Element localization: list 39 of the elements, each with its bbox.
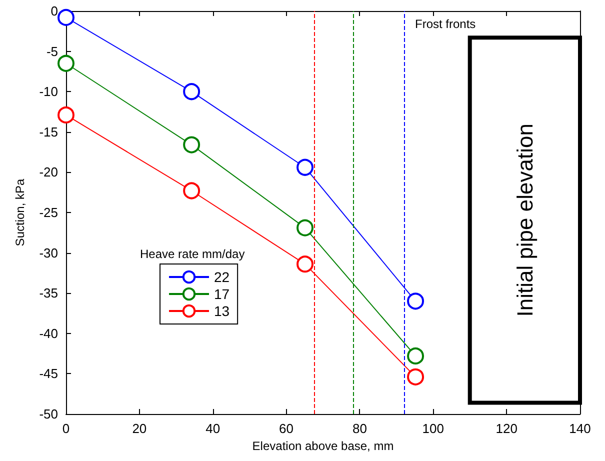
point xyxy=(296,158,314,176)
y-tick-label: -35 xyxy=(39,286,58,301)
legend-title: Heave rate mm/day xyxy=(140,247,245,261)
x-tick-label: 0 xyxy=(62,421,70,436)
y-tick-label: -50 xyxy=(39,406,58,422)
point xyxy=(407,347,424,364)
x-tick-label: 40 xyxy=(206,421,220,436)
y-tick-label: -15 xyxy=(39,124,58,140)
point xyxy=(183,182,200,200)
x-axis-title: Elevation above base, mm xyxy=(252,438,394,453)
point xyxy=(296,256,314,273)
x-tick-label: 140 xyxy=(569,421,591,436)
y-tick-label: 0 xyxy=(50,4,58,18)
x-tick-label: 120 xyxy=(496,421,518,436)
y-tick-label: -40 xyxy=(39,326,58,341)
annotation: Frost fronts xyxy=(415,17,476,31)
y-tick-label: -5 xyxy=(46,44,58,59)
point xyxy=(58,106,74,124)
point xyxy=(183,83,200,100)
point xyxy=(407,292,424,310)
x-tick-label: 80 xyxy=(352,421,367,436)
x-tick-label: 20 xyxy=(132,421,147,436)
y-axis-title: Suction, kPa xyxy=(13,178,27,246)
point xyxy=(296,219,314,236)
x-tick-label: 100 xyxy=(422,421,444,436)
point xyxy=(58,54,74,72)
point xyxy=(407,368,424,386)
y-tick-label: -30 xyxy=(39,245,58,260)
y-tick-label: -10 xyxy=(39,84,58,100)
point xyxy=(183,136,200,154)
legend-label: 17 xyxy=(214,286,230,302)
x-tick-label: 60 xyxy=(279,421,294,436)
band-label: Initial pipe elevation xyxy=(512,124,538,317)
legend-label: 13 xyxy=(214,303,230,319)
y-tick-label: -25 xyxy=(39,205,58,220)
point xyxy=(58,8,74,26)
y-tick-label: -45 xyxy=(39,366,58,382)
legend-label: 22 xyxy=(214,269,230,285)
y-tick-label: -20 xyxy=(39,164,58,180)
